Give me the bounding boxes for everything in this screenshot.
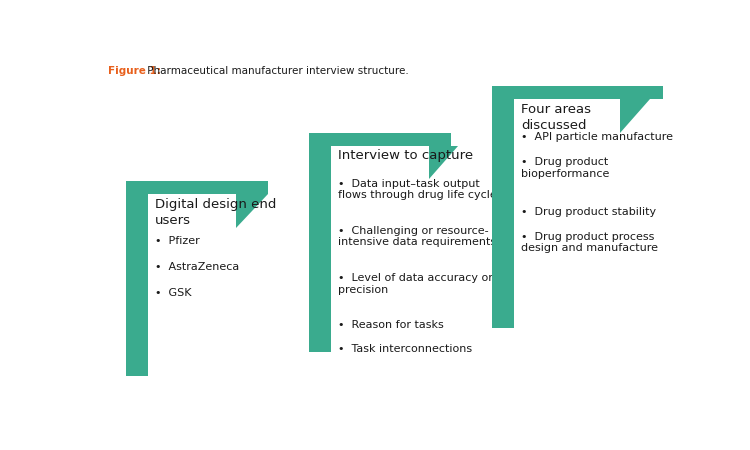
- Bar: [126, 181, 268, 194]
- Text: Four areas
discussed: Four areas discussed: [521, 103, 591, 132]
- Text: Figure 1:: Figure 1:: [108, 66, 161, 76]
- Polygon shape: [236, 194, 268, 228]
- Bar: [126, 182, 148, 376]
- Text: •  Data input–task output
flows through drug life cycle: • Data input–task output flows through d…: [338, 179, 496, 200]
- Text: •  Level of data accuracy or
precision: • Level of data accuracy or precision: [338, 273, 493, 295]
- Text: Interview to capture: Interview to capture: [338, 149, 473, 162]
- Text: •  Pfizer: • Pfizer: [154, 236, 200, 246]
- Text: •  GSK: • GSK: [154, 288, 191, 298]
- Text: •  Drug product
bioperformance: • Drug product bioperformance: [521, 157, 609, 179]
- Bar: [492, 86, 663, 99]
- Text: •  API particle manufacture: • API particle manufacture: [521, 132, 673, 142]
- Bar: [309, 134, 331, 352]
- Text: •  Task interconnections: • Task interconnections: [338, 344, 472, 354]
- Polygon shape: [620, 99, 650, 133]
- Text: •  Drug product process
design and manufacture: • Drug product process design and manufa…: [521, 232, 658, 253]
- Bar: [309, 133, 452, 146]
- Text: Digital design end
users: Digital design end users: [154, 198, 276, 227]
- Polygon shape: [428, 146, 458, 180]
- Text: •  Drug product stability: • Drug product stability: [521, 207, 656, 217]
- Text: Pharmaceutical manufacturer interview structure.: Pharmaceutical manufacturer interview st…: [144, 66, 409, 76]
- Text: •  AstraZeneca: • AstraZeneca: [154, 262, 239, 272]
- Text: •  Reason for tasks: • Reason for tasks: [338, 320, 444, 330]
- Bar: [492, 87, 514, 328]
- Text: •  Challenging or resource-
intensive data requirements: • Challenging or resource- intensive dat…: [338, 226, 496, 248]
